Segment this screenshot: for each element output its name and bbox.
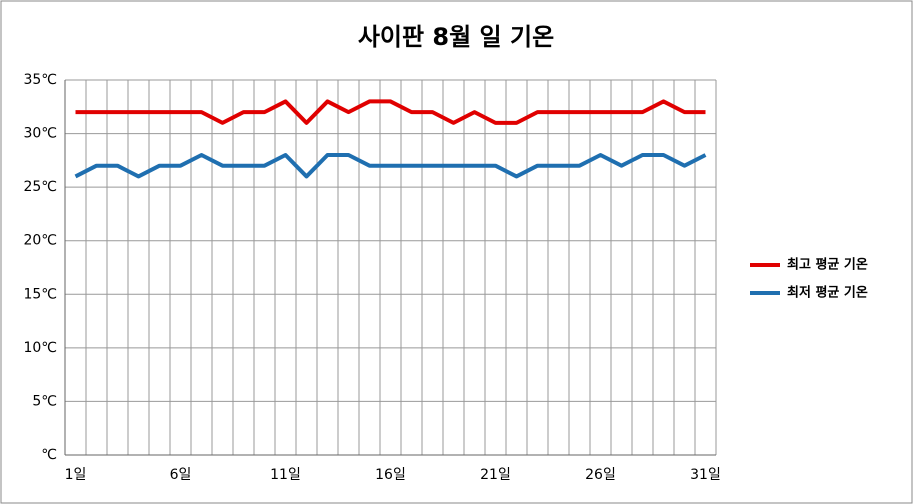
chart-title: 사이판 8월 일 기온 — [358, 23, 554, 51]
y-tick-label: 25℃ — [23, 179, 57, 195]
x-tick-label: 11일 — [270, 467, 301, 483]
legend-label: 최고 평균 기온 — [787, 257, 868, 273]
y-tick-label: 10℃ — [23, 340, 57, 356]
x-tick-label: 26일 — [585, 467, 616, 483]
legend-label: 최저 평균 기온 — [787, 285, 868, 301]
series-line — [74, 153, 707, 179]
y-tick-label: 15℃ — [23, 286, 57, 302]
y-tick-label: 35℃ — [23, 72, 57, 88]
y-tick-label: ℃ — [41, 447, 57, 463]
x-tick-label: 1일 — [65, 467, 87, 483]
y-tick-label: 5℃ — [32, 393, 57, 409]
y-tick-label: 20℃ — [23, 233, 57, 249]
x-tick-label: 31일 — [690, 467, 721, 483]
series-line — [75, 99, 706, 125]
x-tick-label: 6일 — [170, 467, 192, 483]
x-tick-label: 21일 — [480, 467, 511, 483]
x-tick-label: 16일 — [375, 467, 406, 483]
y-tick-label: 30℃ — [23, 126, 57, 142]
